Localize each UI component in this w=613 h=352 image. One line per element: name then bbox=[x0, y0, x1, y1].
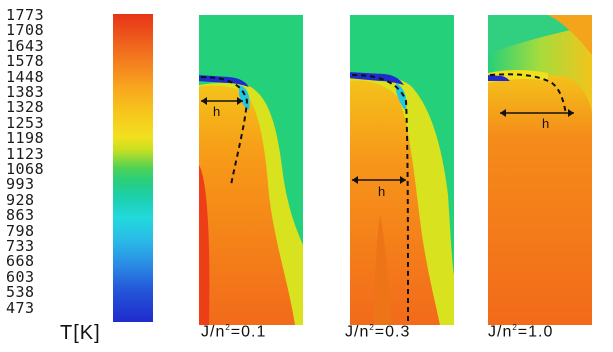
contour-panel-1: h bbox=[199, 15, 303, 325]
colorbar-tick-label: 1068 bbox=[6, 160, 45, 178]
contour-panel-2: h bbox=[350, 15, 454, 325]
colorbar-tick-label: 1578 bbox=[6, 52, 45, 71]
colorbar-tick-label: 1198 bbox=[6, 129, 45, 148]
colorbar-tick-label: 1123 bbox=[6, 144, 45, 163]
colorbar-tick-label: 538 bbox=[6, 283, 35, 302]
colorbar-tick-label: 798 bbox=[6, 221, 35, 240]
jet-trajectory-line-3 bbox=[489, 73, 567, 116]
colorbar-tick-label: 1253 bbox=[6, 113, 45, 132]
contour-panel-3: h bbox=[488, 15, 592, 325]
colorbar-tick-label: 1328 bbox=[6, 98, 45, 117]
colorbar-tick-label: 473 bbox=[6, 298, 35, 317]
jet-trajectory-line-2 bbox=[351, 74, 409, 325]
temperature-colorbar bbox=[113, 14, 153, 322]
caption-panel-1: J/n2=0.1 bbox=[201, 323, 267, 341]
colorbar-tick-label: 1643 bbox=[6, 36, 45, 55]
colorbar-tick-label: 733 bbox=[6, 237, 35, 255]
colorbar-tick-label: 1773 bbox=[6, 6, 45, 24]
colorbar-tick-label: 603 bbox=[6, 267, 35, 286]
caption-panel-2: J/n2=0.3 bbox=[345, 323, 411, 341]
caption-panel-3: J/n2=1.0 bbox=[488, 323, 554, 341]
colorbar-tick-label: 1708 bbox=[6, 21, 45, 40]
colorbar-tick-label: 1448 bbox=[6, 67, 45, 86]
colorbar-tick-label: 1383 bbox=[6, 83, 45, 101]
penetration-label-1: h bbox=[213, 104, 220, 119]
colorbar-tick-label: 993 bbox=[6, 175, 35, 194]
colorbar-tick-label: 863 bbox=[6, 206, 35, 225]
colorbar-unit-label: T[K] bbox=[60, 322, 101, 344]
jet-trajectory-line-1 bbox=[200, 76, 249, 186]
penetration-label-3: h bbox=[542, 116, 549, 131]
penetration-label-2: h bbox=[378, 184, 385, 199]
colorbar-tick-label: 668 bbox=[6, 252, 35, 271]
colorbar-tick-label: 928 bbox=[6, 190, 35, 209]
